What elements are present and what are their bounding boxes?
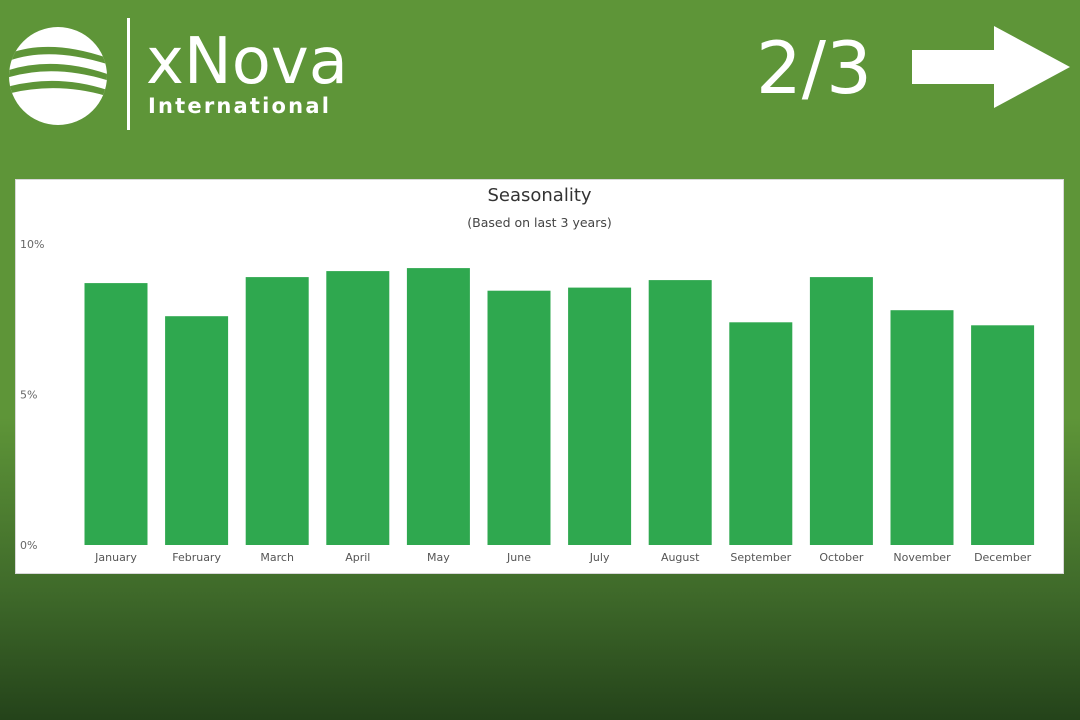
bar-september — [729, 322, 793, 545]
chart-panel: Seasonality (Based on last 3 years) 0% 5%… — [15, 179, 1064, 574]
bar-march — [245, 277, 309, 545]
chart-subtitle: (Based on last 3 years) — [467, 215, 612, 230]
x-tick-label: March — [260, 551, 294, 564]
bar-chart: 0% 5% 10% January February March April May June J… — [20, 238, 1035, 564]
y-tick-label: 0% — [20, 539, 37, 552]
bar-may — [406, 268, 470, 545]
bar-february — [165, 316, 229, 545]
x-tick-label: February — [172, 551, 221, 564]
x-tick-label: September — [730, 551, 791, 564]
x-tick-label: June — [506, 551, 531, 564]
xnova-logo-icon — [9, 27, 107, 125]
bar-november — [890, 310, 954, 545]
brand-name: xNova — [146, 25, 348, 99]
x-tick-label: January — [94, 551, 137, 564]
bar-december — [971, 325, 1035, 545]
y-tick-label: 5% — [20, 389, 37, 402]
x-tick-label: August — [661, 551, 700, 564]
x-tick-label: May — [427, 551, 450, 564]
brand-subtitle: International — [148, 94, 332, 118]
x-tick-label: December — [974, 551, 1032, 564]
y-tick-label: 10% — [20, 238, 44, 251]
x-tick-label: April — [345, 551, 370, 564]
bar-august — [648, 280, 712, 545]
x-tick-label: October — [819, 551, 863, 564]
logo-divider — [127, 18, 130, 130]
chart-title: Seasonality — [487, 185, 592, 206]
bar-october — [809, 277, 873, 545]
x-tick-label: November — [893, 551, 951, 564]
bar-june — [487, 290, 551, 545]
bar-january — [84, 283, 148, 545]
page-counter: 2/3 — [756, 26, 872, 110]
bar-july — [568, 287, 632, 545]
bar-april — [326, 271, 390, 545]
x-tick-label: July — [589, 551, 610, 564]
right-arrow-icon[interactable] — [912, 26, 1070, 108]
